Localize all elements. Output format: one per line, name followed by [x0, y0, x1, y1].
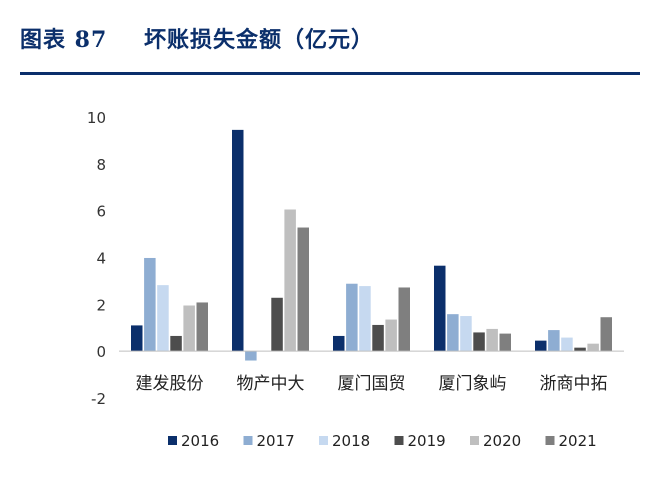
bar: [157, 285, 169, 352]
figure-header: 图表 87 坏账损失金额（亿元）: [20, 18, 640, 58]
legend-swatch: [168, 436, 177, 445]
bar: [333, 335, 345, 352]
bar: [144, 257, 156, 352]
legend-swatch: [545, 436, 555, 445]
bar: [284, 209, 296, 352]
legend-label: 2019: [408, 432, 446, 450]
x-tick-label: 厦门象屿: [439, 374, 507, 394]
legend-swatch: [470, 436, 479, 445]
bar: [385, 319, 397, 352]
legend-label: 2021: [559, 432, 597, 450]
legend-label: 2020: [483, 432, 521, 450]
bar: [499, 333, 511, 352]
bar: [359, 286, 371, 352]
x-tick-label: 物产中大: [237, 374, 305, 394]
x-tick-label: 浙商中拓: [540, 374, 608, 394]
legend-swatch: [243, 436, 253, 445]
bar: [587, 343, 599, 352]
bar: [548, 330, 560, 352]
y-tick-label: 10: [87, 109, 106, 127]
legend-label: 2017: [257, 432, 295, 450]
y-tick-label: 2: [96, 296, 106, 314]
x-tick-label: 建发股份: [136, 374, 204, 394]
bar: [131, 325, 143, 352]
title-divider: [20, 72, 640, 75]
bar: [183, 305, 195, 352]
bar: [535, 340, 547, 352]
bar: [271, 297, 283, 352]
bar: [297, 227, 309, 352]
bar: [346, 283, 358, 352]
bar: [447, 314, 459, 352]
bar: [398, 287, 410, 352]
bar: [561, 337, 573, 352]
bar: [196, 302, 208, 352]
y-tick-label: 0: [96, 343, 106, 361]
legend-label: 2016: [181, 432, 219, 450]
bar: [574, 347, 586, 352]
bar: [232, 129, 244, 352]
legend-label: 2018: [332, 432, 370, 450]
legend-swatch: [319, 436, 328, 445]
figure-title: 坏账损失金额（亿元）: [144, 27, 375, 53]
x-tick-label: 厦门国贸: [338, 374, 406, 394]
bar: [245, 351, 257, 361]
bar: [170, 335, 182, 352]
bar: [486, 328, 498, 352]
y-tick-label: 4: [96, 250, 106, 268]
y-tick-label: 8: [96, 156, 106, 174]
bar: [460, 316, 472, 352]
bar: [600, 317, 612, 352]
legend-swatch: [394, 436, 404, 445]
y-tick-label: -2: [91, 390, 106, 408]
bar: [473, 332, 485, 352]
y-tick-label: 6: [96, 203, 106, 221]
figure-label: 图表 87: [20, 27, 108, 53]
bar: [372, 324, 384, 352]
bar: [434, 265, 446, 352]
